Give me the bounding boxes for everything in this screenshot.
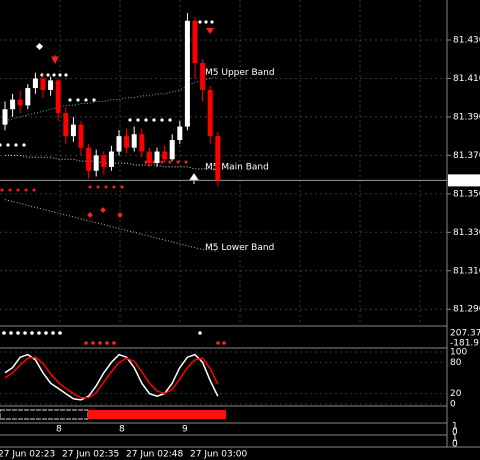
panel-borders bbox=[0, 0, 480, 448]
candle-body bbox=[169, 140, 175, 160]
stoch-line bbox=[4, 353, 219, 401]
sell-arrow bbox=[51, 55, 59, 65]
bottom-label: 9 bbox=[182, 425, 188, 435]
candle-body bbox=[192, 20, 198, 64]
x-tick-label: 27 Jun 03:00 bbox=[190, 450, 247, 460]
current-price-box bbox=[448, 174, 480, 187]
y-tick-label: 81.390 bbox=[453, 112, 480, 122]
stoch-tick-label: 0 bbox=[450, 400, 456, 410]
band-label: M5 Main Band bbox=[205, 162, 269, 172]
candle-body bbox=[93, 155, 99, 171]
sell-arrow bbox=[206, 28, 214, 34]
band-label: M5 Upper Band bbox=[205, 68, 275, 78]
candle-body bbox=[25, 88, 31, 106]
candle-body bbox=[70, 124, 76, 137]
candle-body bbox=[131, 134, 137, 148]
candle-body bbox=[78, 124, 84, 148]
bottom-scale-label: 0 bbox=[452, 428, 458, 438]
indicator-dots bbox=[2, 331, 226, 345]
x-tick-label: 27 Jun 02:48 bbox=[126, 450, 183, 460]
band-label: M5 Lower Band bbox=[205, 243, 274, 253]
candle-body bbox=[207, 90, 213, 137]
stoch-tick-label: 20 bbox=[450, 389, 462, 399]
diamond bbox=[87, 212, 93, 218]
indicator-label: 207.376 bbox=[450, 329, 480, 339]
bottom-scale-label: 1 bbox=[452, 422, 458, 432]
y-tick-label: 81.410 bbox=[453, 74, 480, 84]
y-tick-label: 81.330 bbox=[453, 228, 480, 238]
candle-body bbox=[40, 78, 46, 90]
stoch-line bbox=[4, 356, 219, 399]
signal-markers bbox=[0, 20, 214, 218]
trend-down-block bbox=[88, 410, 226, 419]
diamond bbox=[100, 207, 106, 213]
x-tick-label: 27 Jun 02:23 bbox=[0, 450, 55, 460]
stoch-tick-label: 80 bbox=[450, 358, 462, 368]
diamond bbox=[117, 212, 123, 218]
bottom-label: 8 bbox=[119, 425, 125, 435]
x-tick-label: 27 Jun 02:35 bbox=[62, 450, 119, 460]
candle-body bbox=[184, 20, 190, 127]
band-line bbox=[4, 76, 218, 122]
candle-body bbox=[17, 99, 23, 106]
bottom-scale-label: 1 bbox=[452, 434, 458, 444]
bottom-label: 8 bbox=[56, 425, 62, 435]
candle-body bbox=[154, 151, 160, 164]
candle-body bbox=[215, 136, 221, 181]
candle-body bbox=[116, 136, 122, 152]
candle-body bbox=[108, 151, 114, 167]
candle-body bbox=[55, 80, 61, 114]
candle-body bbox=[10, 99, 16, 110]
candle-body bbox=[146, 151, 152, 164]
y-tick-label: 81.430 bbox=[453, 36, 480, 46]
y-tick-label: 81.370 bbox=[453, 151, 480, 161]
candle-body bbox=[63, 113, 69, 137]
indicator-label: -181.97 bbox=[450, 339, 480, 349]
y-tick-label: 81.310 bbox=[453, 266, 480, 276]
candle-body bbox=[32, 78, 38, 89]
trend-strip bbox=[0, 409, 226, 420]
candle-body bbox=[200, 63, 206, 90]
bottom-scale-label: 0 bbox=[452, 440, 458, 450]
y-tick-label: 81.290 bbox=[453, 305, 480, 315]
candle-body bbox=[162, 151, 168, 160]
candle-body bbox=[139, 134, 145, 152]
current-price-label: 81.357 bbox=[452, 176, 480, 186]
candle-body bbox=[2, 109, 8, 125]
candle-body bbox=[124, 136, 130, 148]
candle-body bbox=[48, 80, 54, 90]
candle-body bbox=[86, 147, 92, 171]
y-tick-label: 81.350 bbox=[453, 189, 480, 199]
stoch-tick-label: 100 bbox=[450, 348, 467, 358]
candle-body bbox=[177, 126, 183, 140]
band-line bbox=[4, 199, 218, 253]
candle-body bbox=[101, 155, 107, 167]
